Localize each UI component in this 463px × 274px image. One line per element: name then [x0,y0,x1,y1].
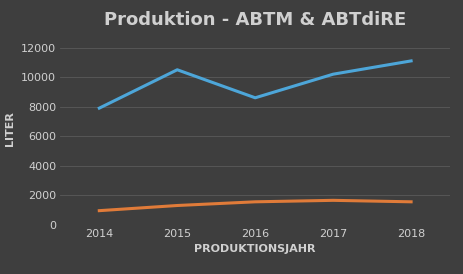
Y-axis label: LITER: LITER [6,111,15,146]
X-axis label: PRODUKTIONSJAHR: PRODUKTIONSJAHR [194,244,315,254]
Title: Produktion - ABTM & ABTdiRE: Produktion - ABTM & ABTdiRE [104,10,406,28]
